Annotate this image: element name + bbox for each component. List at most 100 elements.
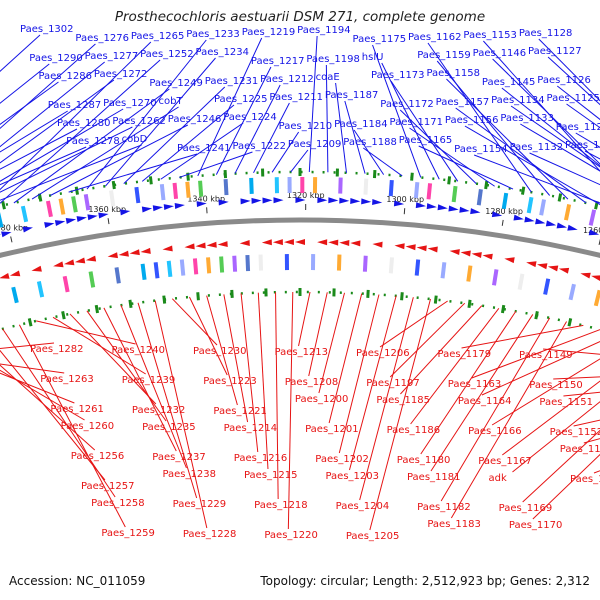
forward-gene-label: Paes_1225	[214, 94, 268, 105]
inner-feature-block	[492, 269, 499, 286]
reverse-gene-label: Paes_1149	[519, 350, 573, 361]
forward-gene-leader	[547, 56, 600, 106]
forward-gene-arrow	[535, 218, 546, 225]
outer-tick	[520, 186, 526, 195]
reverse-gene-arrow	[394, 243, 405, 250]
forward-gene-label: Paes_1122	[565, 140, 600, 151]
forward-gene-leader	[492, 58, 600, 165]
reverse-gene-arrow	[129, 249, 140, 256]
inner-feature-block	[140, 263, 147, 281]
inner-tick	[128, 299, 133, 309]
inner-tick	[264, 288, 268, 297]
forward-gene-label: Paes_1162	[408, 32, 462, 43]
reverse-gene-arrow	[471, 252, 482, 259]
forward-gene-leader	[0, 79, 115, 164]
forward-gene-leader	[529, 152, 600, 186]
reverse-gene-label: Paes_1261	[50, 404, 104, 415]
forward-gene-arrow	[328, 197, 339, 204]
reverse-gene-arrow	[0, 272, 10, 279]
forward-gene-arrow	[372, 198, 383, 205]
outer-feature-block	[134, 186, 141, 204]
reverse-gene-label: Paes_1166	[468, 426, 522, 437]
reverse-gene-leader	[359, 297, 414, 501]
reverse-gene-label: Paes_1182	[417, 502, 471, 513]
reverse-gene-arrow	[283, 239, 294, 246]
scale-tick-label: 1300 kbp	[386, 195, 424, 204]
reverse-gene-arrow	[591, 275, 600, 282]
reverse-gene-arrow	[427, 246, 438, 253]
reverse-gene-label: Paes_1256	[71, 451, 125, 462]
forward-gene-arrow	[491, 211, 503, 218]
reverse-gene-label: Paes_1220	[264, 530, 318, 541]
inner-feature-block	[310, 254, 316, 271]
forward-gene-leader	[253, 102, 290, 174]
reverse-gene-label: Paes_1170	[509, 520, 563, 531]
reverse-gene-label: Paes_1228	[183, 529, 237, 540]
forward-gene-leader	[104, 57, 216, 187]
reverse-gene-arrow	[504, 257, 515, 264]
inner-feature-block	[258, 254, 264, 271]
reverse-gene-arrow	[272, 239, 283, 246]
reverse-gene-leader	[532, 453, 600, 520]
forward-gene-arrow	[141, 206, 153, 213]
reverse-gene-leader	[481, 340, 600, 396]
reverse-gene-leader	[52, 316, 146, 375]
outer-feature-block	[501, 192, 509, 210]
reverse-gene-label: Paes_1230	[193, 346, 247, 357]
outer-guide-ring	[0, 170, 600, 208]
forward-gene-leader	[455, 107, 587, 204]
reverse-gene-label: Paes_1151	[539, 397, 593, 408]
reverse-gene-leader	[0, 342, 55, 350]
reverse-gene-label: Paes_1218	[254, 500, 308, 511]
inner-feature-block	[153, 262, 160, 279]
reverse-gene-leader	[563, 391, 600, 397]
forward-gene-leader	[160, 122, 244, 180]
outer-feature-block	[83, 194, 91, 211]
forward-gene-label: Paes_1157	[436, 97, 490, 108]
forward-gene-label: Paes_1209	[288, 139, 342, 150]
reverse-gene-arrow	[350, 240, 361, 247]
forward-gene-label: Paes_1188	[343, 137, 397, 148]
reverse-gene-leader	[430, 314, 534, 472]
inner-feature-block	[62, 275, 70, 293]
forward-gene-leader	[197, 37, 263, 177]
forward-gene-label: Paes_1173	[371, 70, 425, 81]
reverse-gene-leader	[171, 298, 218, 346]
forward-gene-arrow	[556, 222, 567, 229]
reverse-gene-label: Paes_1208	[285, 377, 339, 388]
forward-gene-leader	[436, 60, 551, 196]
forward-gene-label: Paes_1278	[66, 136, 120, 147]
reverse-gene-label: Paes_1200	[295, 394, 349, 405]
forward-gene-arrow	[76, 216, 87, 223]
reverse-gene-label: Paes_1240	[112, 345, 166, 356]
reverse-gene-leader	[338, 294, 380, 454]
outer-tick	[410, 172, 414, 181]
forward-gene-leader	[372, 44, 422, 178]
reverse-gene-leader	[522, 429, 600, 503]
forward-gene-label: Paes_1145	[482, 77, 536, 88]
reverse-gene-arrow	[460, 250, 471, 257]
reverse-gene-arrow	[547, 265, 559, 272]
forward-gene-label: Paes_1233	[186, 29, 240, 40]
forward-gene-label: Paes_1133	[500, 113, 554, 124]
reverse-gene-label: Paes_1214	[224, 423, 278, 434]
forward-gene-leader	[520, 123, 600, 172]
scale-tick-label: 1320 kbp	[287, 191, 325, 200]
forward-gene-label: coaE	[316, 72, 340, 83]
forward-gene-leader	[0, 81, 59, 125]
forward-gene-label: Paes_1125	[547, 93, 600, 104]
reverse-gene-arrow	[261, 239, 272, 246]
forward-gene-leader	[215, 66, 272, 175]
reverse-gene-leader	[69, 313, 157, 405]
inner-feature-block	[11, 286, 19, 304]
reverse-gene-arrow	[162, 245, 173, 252]
forward-gene-label: Paes_1158	[426, 68, 480, 79]
reverse-gene-label: Paes_1169	[499, 503, 553, 514]
reverse-gene-label: Paes_1282	[30, 344, 84, 355]
forward-gene-arrow	[513, 214, 524, 221]
reverse-gene-label: Paes_1185	[376, 395, 430, 406]
inner-tick	[400, 292, 404, 301]
reverse-gene-leader	[120, 305, 187, 469]
forward-gene-arrow	[196, 201, 207, 208]
forward-gene-leader	[0, 63, 50, 104]
